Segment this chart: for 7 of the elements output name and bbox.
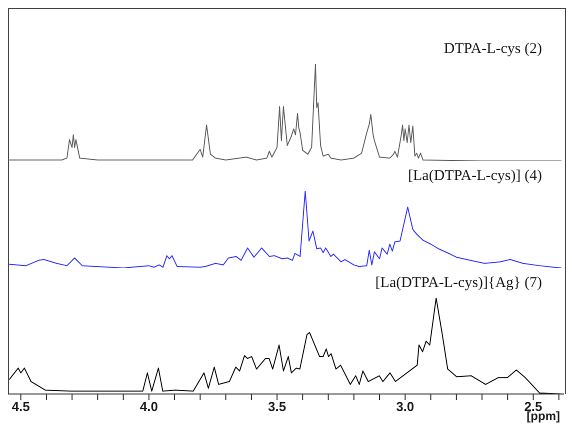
x-tick-label: 4.0 [140,399,158,414]
x-tick-label: 4.5 [12,399,30,414]
x-tick-label: 3.5 [268,399,286,414]
chart-title: [La(DTPA-L-cys)] (4) [407,167,543,186]
chart-title: DTPA-L-cys (2) [442,40,543,59]
x-tick-label: 3.0 [396,399,414,414]
chart-title: [La(DTPA-L-cys)]{Ag} (7) [374,274,543,293]
